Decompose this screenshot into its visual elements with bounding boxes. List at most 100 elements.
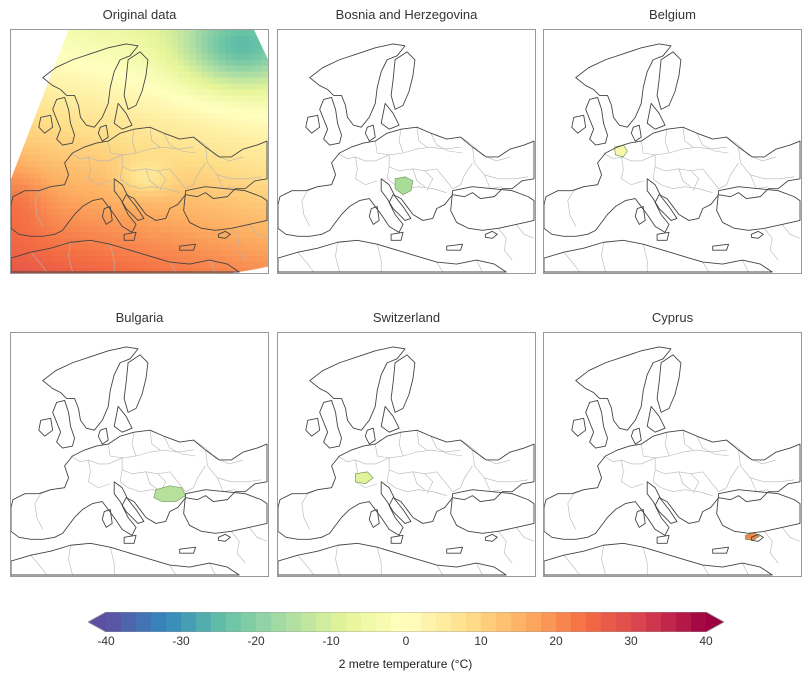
field-cell xyxy=(225,143,232,150)
field-cell xyxy=(183,107,191,114)
field-cell xyxy=(153,196,161,204)
field-cell xyxy=(40,196,48,204)
field-cell xyxy=(237,166,244,174)
border-line xyxy=(193,136,244,162)
field-cell xyxy=(201,77,209,85)
field-cell xyxy=(141,83,149,91)
field-cell xyxy=(34,208,42,216)
field-cell xyxy=(237,184,244,192)
field-cell xyxy=(112,119,119,126)
field-cell xyxy=(213,113,220,120)
field-cell xyxy=(177,143,185,150)
field-cell xyxy=(40,89,48,97)
colorbar-segment xyxy=(571,612,587,632)
colorbar-segment xyxy=(346,612,362,632)
field-cell xyxy=(34,101,42,108)
field-cell xyxy=(261,178,268,186)
border-line xyxy=(452,465,473,492)
field-cell xyxy=(106,214,113,222)
field-cell xyxy=(88,47,95,55)
field-cell xyxy=(16,83,24,91)
field-cell xyxy=(76,125,84,132)
field-cell xyxy=(225,89,232,97)
border-line xyxy=(678,168,692,187)
field-cell xyxy=(136,113,143,120)
field-cell xyxy=(243,65,250,73)
field-cell xyxy=(261,41,268,49)
field-cell xyxy=(112,95,119,103)
field-cell xyxy=(171,137,179,144)
field-cell xyxy=(118,71,125,79)
field-cell xyxy=(261,35,268,43)
field-cell xyxy=(147,262,155,269)
field-cell xyxy=(76,101,84,108)
field-cell xyxy=(118,178,125,186)
coastline xyxy=(750,230,764,239)
field-cell xyxy=(141,131,149,138)
field-cell xyxy=(34,30,42,37)
border-line xyxy=(231,228,246,261)
field-cell xyxy=(136,41,143,49)
field-cell xyxy=(112,71,119,79)
field-cell xyxy=(267,53,268,61)
field-cell xyxy=(118,77,125,85)
field-cell xyxy=(40,268,48,273)
field-cell xyxy=(124,131,131,138)
field-cell xyxy=(124,244,131,251)
field-cell xyxy=(213,137,220,144)
field-cell xyxy=(213,268,220,273)
field-cell xyxy=(267,113,268,120)
field-cell xyxy=(183,232,191,239)
field-cell xyxy=(136,35,143,43)
field-cell xyxy=(112,30,119,37)
field-cell xyxy=(225,226,232,233)
field-cell xyxy=(22,166,30,174)
map-frame xyxy=(10,29,269,274)
field-cell xyxy=(28,184,36,192)
field-cell xyxy=(165,232,173,239)
colorbar-segment xyxy=(691,612,707,632)
border-line xyxy=(376,547,382,576)
field-cell xyxy=(267,232,268,239)
field-cell xyxy=(94,107,101,114)
colorbar-segment xyxy=(301,612,317,632)
field-cell xyxy=(219,119,226,126)
field-cell xyxy=(16,119,24,126)
field-cell xyxy=(76,137,84,144)
field-cell xyxy=(195,244,203,251)
field-cell xyxy=(70,178,78,186)
field-cell xyxy=(46,113,54,120)
field-cell xyxy=(153,131,161,138)
field-cell xyxy=(52,143,60,150)
field-cell xyxy=(118,89,125,97)
field-cell xyxy=(141,71,149,79)
field-cell xyxy=(16,59,24,67)
field-cell xyxy=(147,71,155,79)
field-cell xyxy=(195,41,203,49)
border-line xyxy=(169,471,186,492)
field-cell xyxy=(58,47,66,55)
field-cell xyxy=(219,214,226,222)
field-cell xyxy=(153,232,161,239)
field-cell xyxy=(153,65,161,73)
field-cell xyxy=(46,244,54,251)
field-cell xyxy=(28,59,36,67)
field-cell xyxy=(106,119,113,126)
country-borders xyxy=(297,430,535,576)
field-cell xyxy=(177,220,185,227)
field-cell xyxy=(213,131,220,138)
panel-title: Switzerland xyxy=(372,310,441,325)
field-cell xyxy=(243,160,250,168)
field-cell xyxy=(64,89,72,97)
field-cell xyxy=(225,137,232,144)
field-cell xyxy=(189,214,197,222)
field-cell xyxy=(11,244,18,251)
coastline xyxy=(38,417,54,437)
field-cell xyxy=(231,202,238,210)
field-cell xyxy=(136,160,143,168)
field-cell xyxy=(82,166,89,174)
border-line xyxy=(68,242,73,273)
field-cell xyxy=(40,101,48,108)
field-cell xyxy=(261,125,268,132)
field-cell xyxy=(76,35,84,43)
